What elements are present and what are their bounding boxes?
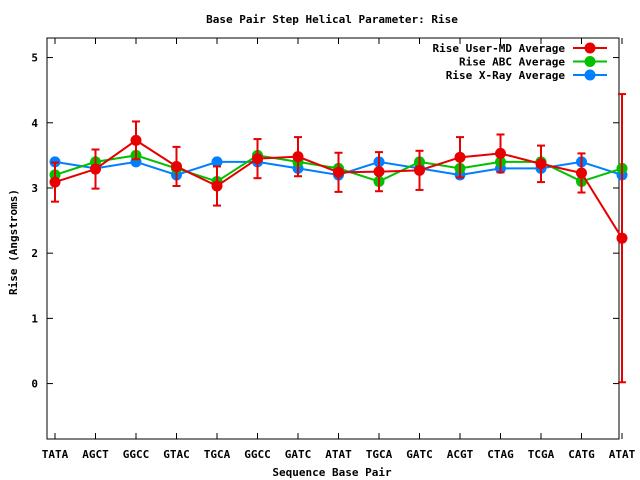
legend-marker: [584, 69, 596, 81]
legend-label: Rise X-Ray Average: [446, 69, 566, 82]
x-tick-label: ATAT: [609, 448, 636, 461]
x-tick-label: GATC: [406, 448, 433, 461]
data-point: [171, 160, 182, 172]
legend-marker: [584, 42, 596, 54]
x-tick-label: CTAG: [487, 448, 514, 461]
x-tick-label: ATAT: [325, 448, 352, 461]
data-point: [414, 164, 425, 176]
x-tick-label: ACGT: [447, 448, 474, 461]
y-tick-label: 2: [31, 247, 38, 260]
series-0: [49, 93, 628, 384]
y-tick-label: 5: [31, 52, 38, 65]
x-tick-label: GATC: [285, 448, 312, 461]
x-axis-label: Sequence Base Pair: [272, 466, 392, 479]
x-tick-label: TGCA: [366, 448, 393, 461]
legend-marker: [584, 56, 596, 67]
x-tick-label: GTAC: [163, 448, 190, 461]
x-tick-label: TATA: [42, 448, 69, 461]
x-tick-label: GGCC: [123, 448, 150, 461]
y-tick-label: 3: [31, 182, 38, 195]
legend-label: Rise ABC Average: [459, 56, 565, 69]
x-tick-label: AGCT: [82, 448, 109, 461]
data-point: [130, 134, 142, 146]
chart-title: Base Pair Step Helical Parameter: Rise: [206, 13, 458, 26]
x-tick-label: TGCA: [204, 448, 231, 461]
y-tick-label: 1: [31, 312, 38, 325]
data-point: [535, 158, 547, 170]
data-point: [49, 176, 61, 188]
data-point: [333, 166, 344, 178]
data-point: [616, 232, 628, 244]
x-tick-label: CATG: [568, 448, 595, 461]
y-tick-label: 0: [31, 378, 38, 391]
data-point: [495, 147, 506, 159]
data-point: [90, 163, 101, 175]
y-tick-label: 4: [31, 117, 38, 130]
data-point: [252, 153, 263, 165]
plot-frame: [46, 37, 620, 440]
legend-label: Rise User-MD Average: [433, 42, 566, 55]
data-point: [576, 167, 587, 179]
data-point: [292, 151, 304, 163]
data-point: [373, 166, 385, 178]
x-tick-label: TCGA: [528, 448, 555, 461]
data-point: [454, 151, 466, 163]
data-point: [211, 180, 223, 192]
data-point: [211, 156, 223, 168]
y-axis-label: Rise (Angstroms): [7, 189, 20, 295]
x-tick-label: GGCC: [244, 448, 271, 461]
